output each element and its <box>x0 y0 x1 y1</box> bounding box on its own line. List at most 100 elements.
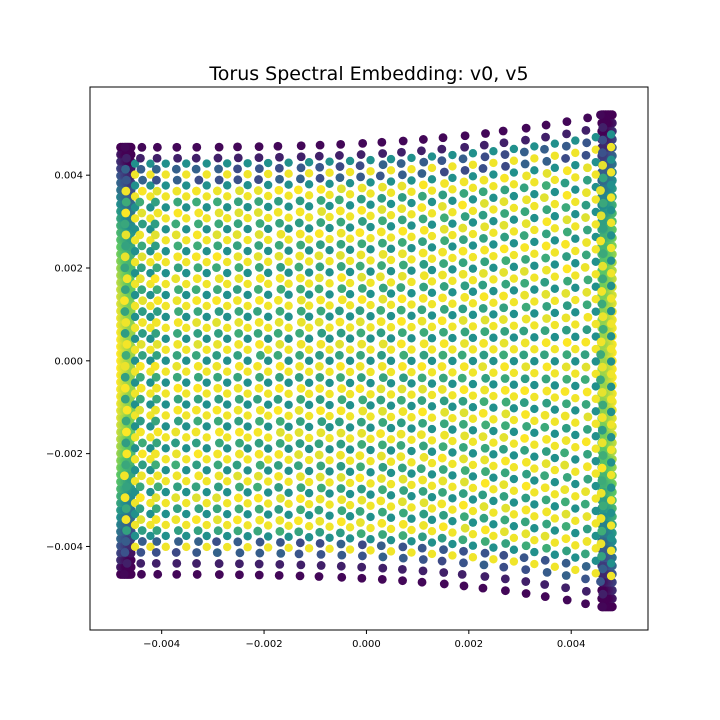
scatter-point <box>233 164 242 174</box>
scatter-point <box>550 538 560 547</box>
scatter-point <box>223 433 232 442</box>
scatter-point <box>460 131 470 141</box>
scatter-point <box>366 390 375 399</box>
scatter-point <box>530 440 539 449</box>
scatter-point <box>171 164 181 174</box>
scatter-point <box>153 208 163 218</box>
scatter-point <box>437 556 447 566</box>
scatter-point <box>598 362 607 372</box>
scatter-point <box>458 269 468 279</box>
scatter-point <box>295 196 305 206</box>
scatter-point <box>345 212 355 221</box>
scatter-point <box>182 345 191 354</box>
scatter-point <box>276 262 286 272</box>
scatter-point <box>480 257 490 267</box>
scatter-point <box>137 208 147 218</box>
scatter-point <box>481 467 490 476</box>
scatter-point <box>130 159 140 168</box>
scatter-point <box>243 510 252 519</box>
scatter-point <box>427 209 437 218</box>
scatter-point <box>173 526 183 535</box>
scatter-point <box>182 192 191 201</box>
scatter-point <box>427 424 437 434</box>
scatter-point <box>212 493 221 503</box>
scatter-point <box>479 175 489 185</box>
scatter-point <box>243 213 252 223</box>
scatter-point <box>489 216 498 226</box>
scatter-point <box>542 302 552 311</box>
scatter-point <box>304 466 314 476</box>
scatter-point <box>598 501 608 511</box>
scatter-point <box>214 307 224 316</box>
scatter-point <box>296 306 306 316</box>
scatter-point <box>235 548 245 558</box>
scatter-point <box>509 333 519 342</box>
scatter-point <box>583 163 592 173</box>
scatter-point <box>263 323 273 332</box>
scatter-point <box>459 454 468 464</box>
scatter-point <box>254 197 264 206</box>
scatter-point <box>212 186 222 196</box>
scatter-point <box>243 290 252 300</box>
scatter-point <box>137 142 147 152</box>
scatter-point <box>489 461 498 471</box>
scatter-point <box>419 452 429 462</box>
scatter-point <box>520 290 530 300</box>
scatter-point <box>202 203 211 212</box>
scatter-point <box>478 187 488 197</box>
scatter-point <box>161 389 170 398</box>
scatter-point <box>606 281 616 291</box>
scatter-point <box>161 170 170 179</box>
scatter-point <box>215 427 224 437</box>
scatter-point <box>377 518 387 528</box>
scatter-point <box>448 299 457 308</box>
scatter-point <box>193 263 203 273</box>
scatter-point <box>550 284 560 293</box>
scatter-point <box>358 406 368 416</box>
scatter-point <box>448 379 457 389</box>
scatter-point <box>119 569 129 579</box>
scatter-point <box>591 407 600 416</box>
scatter-point <box>386 255 396 265</box>
scatter-point <box>243 521 252 530</box>
scatter-point <box>255 339 264 349</box>
scatter-point <box>121 350 131 360</box>
scatter-point <box>223 422 232 431</box>
scatter-point <box>606 168 616 177</box>
scatter-point <box>542 386 552 396</box>
scatter-point <box>263 455 273 464</box>
scatter-point <box>275 526 285 536</box>
scatter-point <box>591 133 600 142</box>
scatter-point <box>152 285 162 295</box>
scatter-point <box>407 537 416 546</box>
scatter-point <box>571 418 580 427</box>
scatter-point <box>499 480 509 489</box>
scatter-point <box>468 172 478 181</box>
scatter-point <box>550 393 560 402</box>
scatter-point <box>459 189 469 198</box>
scatter-point <box>598 223 608 233</box>
scatter-point <box>284 367 293 376</box>
scatter-point <box>583 225 592 235</box>
scatter-point <box>540 471 549 481</box>
scatter-point <box>571 332 580 342</box>
scatter-point <box>562 227 572 237</box>
scatter-point <box>146 509 155 519</box>
scatter-point <box>581 437 591 447</box>
scatter-point <box>498 315 508 324</box>
scatter-point <box>417 203 427 212</box>
scatter-point <box>153 471 163 481</box>
scatter-point <box>530 178 539 187</box>
scatter-point <box>519 183 529 193</box>
scatter-point <box>458 223 468 233</box>
scatter-point <box>500 173 509 183</box>
scatter-point <box>606 243 616 253</box>
scatter-point <box>596 186 605 195</box>
scatter-point <box>591 481 600 491</box>
scatter-point <box>540 422 550 432</box>
scatter-point <box>418 248 428 258</box>
scatter-point <box>550 526 560 535</box>
scatter-point <box>418 384 427 394</box>
scatter-point <box>561 509 571 519</box>
scatter-point <box>591 307 600 316</box>
